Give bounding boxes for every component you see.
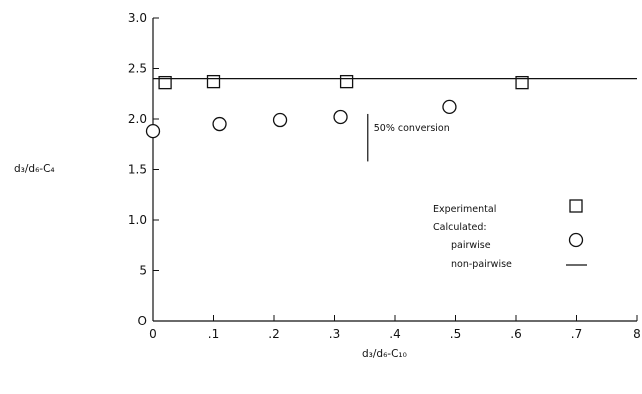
experimental-point [515,75,529,90]
experimental-point [339,74,354,89]
experimental-point [158,75,172,90]
y-tick-label: 2.0 [128,112,147,126]
axis-labels: d₃/d₆-C₄ d₃/d₆-C₁₀ [14,163,407,360]
y-tick-label: 1.5 [128,163,147,177]
x-tick-label: .4 [389,327,400,341]
x-tick-label: .1 [208,327,219,341]
pairwise-point [333,109,348,125]
pairwise-point [442,99,457,115]
x-tick-label: .6 [510,327,521,341]
x-tick-label: .2 [268,327,279,341]
x-tick-label: .7 [571,327,582,341]
y-tick-label: 3.0 [128,11,147,25]
legend-label-non-pairwise: non-pairwise [451,259,512,270]
experimental-point [206,74,221,89]
y-axis-label: d₃/d₆-C₄ [14,163,55,175]
axis-ticks: O 5 1.0 1.5 2.0 2.5 3.0 0 .1 .2 .3 .4 .5 .6 .7 8 [128,11,641,341]
data-points: 50% conversion [145,74,637,162]
legend-label-pairwise: pairwise [451,240,491,251]
x-tick-label: .5 [450,327,461,341]
plot-area [152,18,637,322]
legend-swatch-square [569,199,583,213]
x-tick-label: 0 [149,327,157,341]
y-tick-label: 1.0 [128,213,147,227]
pairwise-point [145,123,161,139]
x-axis-label: d₃/d₆-C₁₀ [362,348,407,360]
y-tick-label: O [138,314,147,328]
legend-swatch-circle [568,232,584,248]
legend-header-calculated: Calculated: [433,222,487,233]
x-tick-label: 8 [633,327,641,341]
y-tick-label: 2.5 [128,62,147,76]
legend: Experimental Calculated: pairwise non-pairw… [433,199,587,270]
conversion-annotation: 50% conversion [374,123,450,134]
pairwise-point [272,112,288,128]
pairwise-point [212,116,227,132]
legend-label-experimental: Experimental [433,204,496,215]
y-tick-label: 5 [139,264,147,278]
x-tick-label: .3 [329,327,340,341]
